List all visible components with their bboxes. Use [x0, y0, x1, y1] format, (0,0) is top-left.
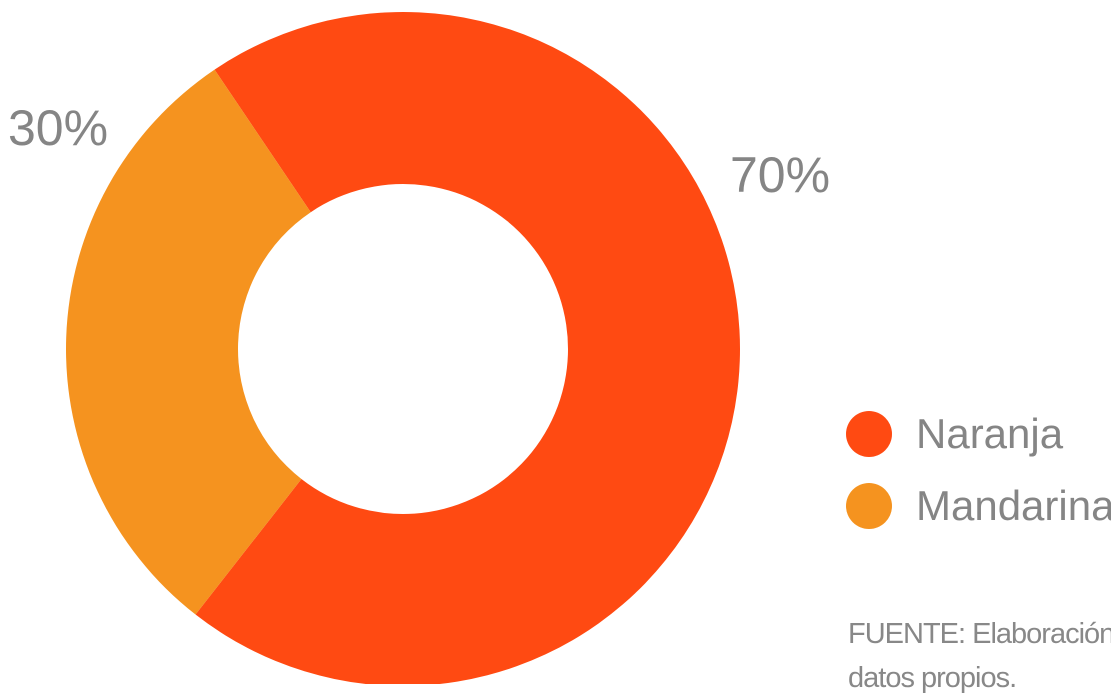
donut-chart: 70% 30%	[8, 12, 830, 684]
slice-mandarina	[65, 69, 311, 615]
data-label-naranja: 70%	[730, 147, 830, 203]
donut-slices	[65, 12, 740, 684]
slice-naranja	[195, 12, 740, 684]
legend: Naranja Mandarina	[846, 404, 1111, 548]
data-label-mandarina: 30%	[8, 100, 108, 156]
legend-item-mandarina: Mandarina	[846, 476, 1111, 536]
legend-swatch-mandarina	[846, 483, 892, 529]
source-note-line-1: FUENTE: Elaboración	[848, 618, 1111, 650]
legend-item-naranja: Naranja	[846, 404, 1111, 464]
legend-swatch-naranja	[846, 411, 892, 457]
source-note-line-2: datos propios.	[848, 662, 1017, 694]
legend-label-naranja: Naranja	[916, 410, 1064, 457]
legend-label-mandarina: Mandarina	[916, 482, 1111, 529]
source-note: FUENTE: Elaboración datos propios.	[848, 612, 1111, 700]
